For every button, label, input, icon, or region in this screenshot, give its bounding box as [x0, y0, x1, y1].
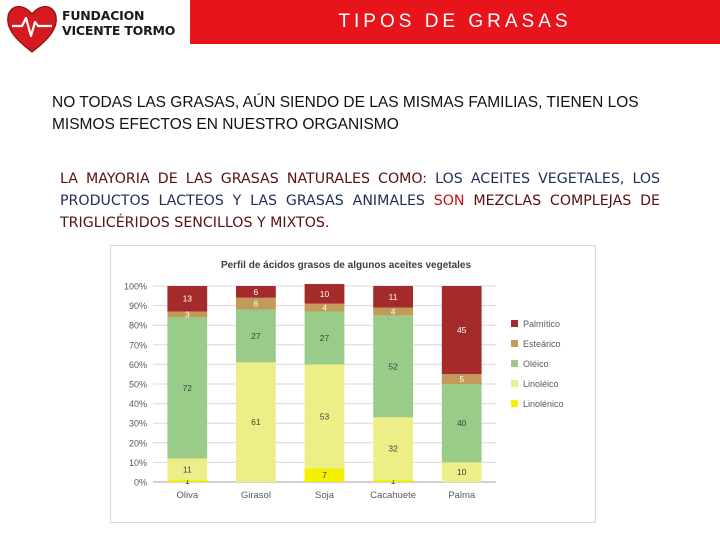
bar-segment [167, 311, 208, 318]
legend-swatch [511, 340, 518, 347]
bar-segment [373, 480, 413, 482]
data-label: 4 [322, 303, 327, 313]
data-label: 61 [251, 417, 261, 427]
data-label: 13 [183, 294, 193, 304]
data-label: 45 [457, 325, 467, 335]
data-label: 10 [457, 467, 467, 477]
bar-segment [236, 362, 276, 482]
data-label: 5 [459, 374, 464, 384]
bar-segment [441, 374, 482, 384]
data-label: 11 [183, 464, 192, 474]
data-label: 4 [391, 306, 396, 316]
legend-swatch [511, 360, 518, 367]
legend-label: Esteárico [523, 339, 561, 349]
logo: FUNDACION VICENTE TORMO [4, 2, 188, 56]
header-bar [190, 0, 720, 44]
data-label: 27 [251, 331, 261, 341]
x-tick-label: Cacahuete [370, 490, 416, 501]
y-tick-label: 40% [129, 399, 147, 409]
legend-swatch [511, 380, 518, 387]
bar-segment [167, 458, 208, 481]
heart-logo-icon [7, 6, 57, 53]
chart-container: Perfil de ácidos grasos de algunos aceit… [110, 245, 596, 523]
callout-part4: MEZCLAS COMPLEJAS DE TRIGLICÉRIDOS SENCI… [60, 193, 661, 231]
data-label: 11 [389, 292, 398, 302]
x-tick-label: Soja [315, 490, 335, 501]
data-label: 10 [320, 289, 330, 299]
data-label: 53 [320, 411, 330, 421]
stacked-bar-chart: Perfil de ácidos grasos de algunos aceit… [124, 260, 564, 501]
data-label: 1 [185, 476, 190, 486]
bar-segment [373, 417, 413, 481]
data-label: 1 [391, 476, 396, 486]
legend-swatch [511, 400, 518, 407]
y-tick-label: 90% [129, 301, 147, 311]
bar-segment [304, 364, 345, 469]
y-tick-label: 20% [129, 438, 147, 448]
data-label: 3 [185, 309, 190, 319]
callout-part3: SON [433, 193, 465, 209]
bar-segment [304, 311, 345, 365]
callout-part1: LA MAYORIA DE LAS GRASAS NATURALES COMO [60, 171, 423, 187]
intro-text: NO TODAS LAS GRASAS, AÚN SIENDO DE LAS M… [52, 94, 639, 133]
legend-label: Palmítico [523, 319, 560, 329]
x-tick-label: Palma [448, 490, 476, 501]
bar-segment [373, 286, 413, 308]
bar-segment [167, 286, 208, 312]
legend-label: Linolénico [523, 399, 564, 409]
chart-title: Perfil de ácidos grasos de algunos aceit… [221, 260, 472, 271]
y-tick-label: 80% [129, 321, 147, 331]
legend-swatch [511, 320, 518, 327]
bar-segment [441, 384, 482, 463]
logo-line2: VICENTE TORMO [62, 23, 176, 38]
x-tick-label: Girasol [241, 490, 271, 501]
y-tick-label: 30% [129, 419, 147, 429]
callout-part2: : LOS ACEITES VEGETALES, LOS PRODUCTOS L… [60, 171, 661, 209]
data-label: 6 [254, 287, 259, 297]
legend-label: Oléico [523, 359, 549, 369]
bar-segment [441, 462, 482, 482]
legend-label: Linoléico [523, 379, 559, 389]
bar-segment [236, 297, 276, 310]
bar-segment [304, 303, 345, 312]
logo-line1: FUNDACION [62, 8, 145, 23]
data-label: 27 [320, 333, 330, 343]
data-label: 7 [322, 470, 327, 480]
bar-segment [304, 284, 345, 304]
bar-segment [236, 286, 276, 298]
bar-segment [373, 315, 413, 418]
bar-segment [167, 317, 208, 459]
y-tick-label: 10% [129, 458, 147, 468]
data-label: 52 [388, 361, 398, 371]
callout-text: LA MAYORIA DE LAS GRASAS NATURALES COMO:… [60, 168, 660, 234]
data-label: 6 [254, 299, 259, 309]
data-label: 72 [183, 383, 193, 393]
y-tick-label: 100% [124, 282, 147, 292]
y-tick-label: 0% [134, 478, 147, 488]
data-label: 40 [457, 418, 467, 428]
bar-segment [167, 480, 208, 482]
page-title: TIPOS DE GRASAS [338, 11, 572, 32]
logo-text: FUNDACION VICENTE TORMO [62, 8, 175, 38]
bar-segment [236, 309, 276, 363]
bar-segment [304, 468, 345, 482]
y-tick-label: 60% [129, 360, 147, 370]
y-tick-label: 50% [129, 380, 147, 390]
bar-segment [373, 307, 413, 316]
y-tick-label: 70% [129, 340, 147, 350]
data-label: 32 [388, 444, 398, 454]
x-tick-label: Oliva [176, 490, 198, 501]
bar-segment [441, 286, 482, 375]
